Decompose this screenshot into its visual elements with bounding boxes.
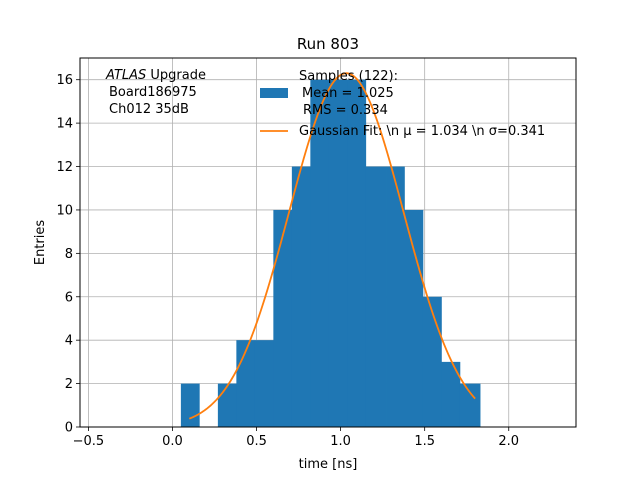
y-tick-label: 2 [65, 377, 73, 392]
x-tick-label: −0.5 [73, 434, 105, 449]
y-tick-label: 8 [65, 247, 73, 262]
y-tick-label: 10 [56, 203, 73, 218]
legend-histogram-swatch [260, 88, 288, 98]
x-tick-label: 2.0 [498, 434, 519, 449]
histogram-bar [328, 79, 348, 428]
annotation-line-2: Board186975 [109, 85, 197, 100]
y-tick-label: 4 [65, 334, 73, 349]
histogram-bar [459, 383, 481, 427]
histogram-bar [347, 79, 367, 428]
y-tick-label: 12 [56, 160, 73, 175]
atlas-annotation: ATLAS Upgrade Board186975 Ch012 35dB [105, 68, 206, 117]
y-tick-label: 14 [56, 117, 73, 132]
histogram-bar [365, 166, 387, 427]
annotation-line-3: Ch012 35dB [109, 102, 189, 117]
annotation-upgrade: Upgrade [146, 68, 206, 83]
chart-title: Run 803 [297, 35, 359, 53]
histogram-bar [180, 383, 200, 427]
y-axis-ticks: 0 2 4 6 8 10 12 14 16 [56, 73, 80, 436]
histogram-bar [273, 209, 293, 427]
x-tick-label: 1.0 [330, 434, 351, 449]
gaussian-fit-line [188, 72, 476, 420]
gaussian-fit [188, 72, 476, 420]
legend-fit-label: Gaussian Fit: \n μ = 1.034 \n σ=0.341 [299, 124, 545, 139]
y-tick-label: 6 [65, 290, 73, 305]
y-axis-label: Entries [33, 220, 48, 266]
histogram-bar [254, 340, 274, 427]
annotation-atlas: ATLAS [105, 68, 146, 83]
histogram-bar [217, 383, 237, 427]
histogram-bars [180, 79, 481, 428]
plot-frame [79, 57, 577, 428]
histogram-bar [310, 79, 330, 428]
histogram-bar [422, 296, 442, 427]
legend: Samples (122): Mean = 1.025 RMS = 0.334 … [260, 69, 545, 139]
y-tick-label: 0 [65, 421, 73, 436]
histogram-bar [404, 209, 424, 427]
x-axis-ticks: −0.5 0.0 0.5 1.0 1.5 2.0 [73, 427, 519, 449]
x-tick-label: 0.0 [162, 434, 183, 449]
legend-histogram-label-3: RMS = 0.334 [303, 103, 388, 118]
y-tick-label: 16 [56, 73, 73, 88]
histogram-bar [441, 361, 461, 427]
histogram-bar [386, 166, 405, 427]
annotation-line-1: ATLAS Upgrade [105, 68, 206, 83]
legend-histogram-label-1: Samples (122): [299, 69, 398, 84]
x-tick-label: 0.5 [246, 434, 267, 449]
x-axis-label: time [ns] [299, 457, 358, 472]
histogram-bar [291, 166, 311, 427]
legend-histogram-label-2: Mean = 1.025 [302, 86, 394, 101]
x-tick-label: 1.5 [414, 434, 435, 449]
